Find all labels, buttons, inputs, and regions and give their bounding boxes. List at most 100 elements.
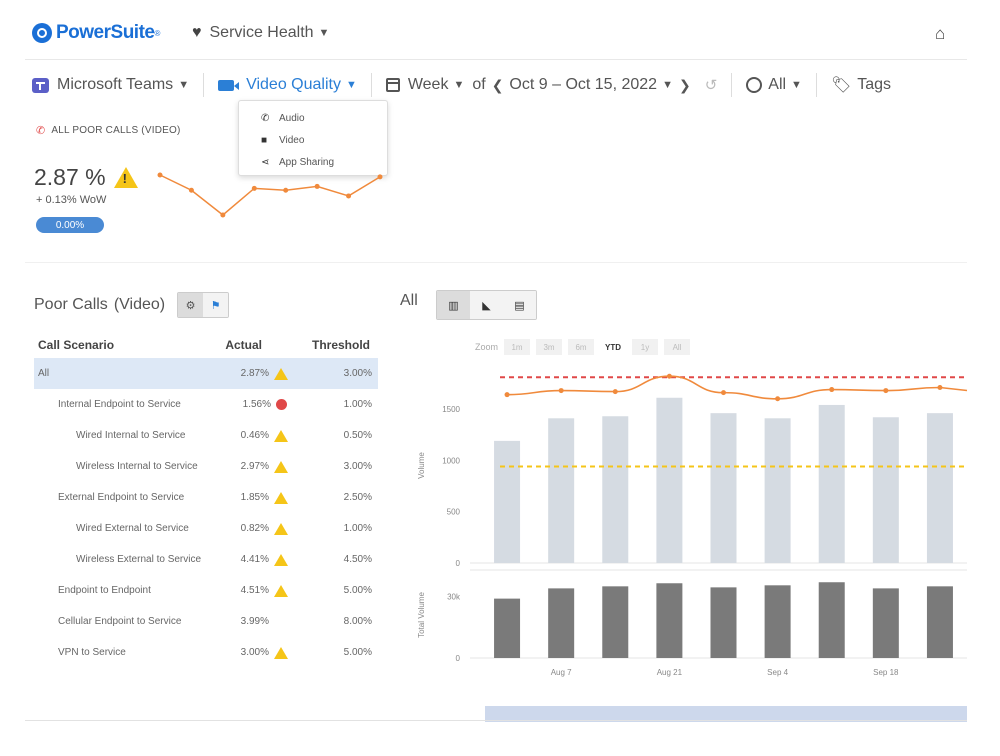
table-row[interactable]: Cellular Endpoint to Service 3.99% 8.00% xyxy=(34,606,378,637)
table-row[interactable]: Wireless Internal to Service 2.97% 3.00% xyxy=(34,451,378,482)
kpi-title: ✆ ALL POOR CALLS (VIDEO) xyxy=(36,124,181,137)
zoom-button[interactable]: 6m xyxy=(568,339,595,355)
column-header-actual[interactable]: Actual xyxy=(225,338,262,352)
warning-icon xyxy=(274,584,288,597)
section-divider xyxy=(25,262,967,263)
header-divider xyxy=(25,59,967,60)
total-volume-bar xyxy=(818,582,845,658)
poor-calls-title-text: Poor Calls xyxy=(34,296,108,313)
poor-calls-subtitle: (Video) xyxy=(113,296,166,313)
table-body: All 2.87% 3.00% Internal Endpoint to Servic… xyxy=(34,358,378,668)
service-health-dropdown[interactable]: ♥ Service Health ▼ xyxy=(192,24,329,42)
total-volume-bar xyxy=(872,588,899,658)
column-header-scenario[interactable]: Call Scenario xyxy=(38,338,115,352)
table-row[interactable]: Internal Endpoint to Service 1.56% 1.00% xyxy=(34,389,378,420)
scenario-cell: Wired External to Service xyxy=(76,523,189,534)
divider xyxy=(370,73,372,97)
date-range-label: Oct 9 – Oct 15, 2022 xyxy=(509,76,658,93)
table-row[interactable]: Endpoint to Endpoint 4.51% 5.00% xyxy=(34,575,378,606)
bar-chart-icon[interactable]: ▥ xyxy=(437,291,470,319)
threshold-cell: 5.00% xyxy=(343,585,372,596)
y-axis-label: Volume xyxy=(417,452,426,479)
table-row[interactable]: External Endpoint to Service 1.85% 2.50% xyxy=(34,482,378,513)
region-dropdown[interactable]: All ▼ xyxy=(746,76,802,94)
column-header-threshold[interactable]: Threshold xyxy=(311,338,370,352)
prev-week-button[interactable]: ❮ xyxy=(491,76,504,93)
share-icon: ⋖ xyxy=(261,156,270,168)
powersuite-logo[interactable]: PowerSuite ® xyxy=(32,22,160,44)
threshold-cell: 0.50% xyxy=(343,430,372,441)
zoom-button[interactable]: 1m xyxy=(504,339,531,355)
table-row[interactable]: All 2.87% 3.00% xyxy=(34,358,378,389)
globe-icon xyxy=(746,77,763,93)
table-row[interactable]: VPN to Service 3.00% 5.00% xyxy=(34,637,378,668)
actual-value: 0.82% xyxy=(240,523,269,534)
volume-bar xyxy=(494,440,521,563)
tags-button[interactable]: 🏷 Tags xyxy=(831,75,891,95)
sparkline-point xyxy=(251,185,257,191)
call-scenario-table: Call Scenario Actual Threshold All 2.87% 3… xyxy=(34,332,378,668)
actual-cell: 2.97% xyxy=(210,460,292,473)
menu-item-video[interactable]: ■ Video xyxy=(261,129,387,151)
total-volume-bar xyxy=(602,586,629,658)
scenario-cell: Endpoint to Endpoint xyxy=(58,585,151,596)
calendar-icon xyxy=(385,78,400,92)
home-icon[interactable]: ⌂ xyxy=(935,24,946,43)
total-volume-bar xyxy=(764,585,791,658)
date-range-dropdown[interactable]: Oct 9 – Oct 15, 2022 ▼ xyxy=(509,76,673,94)
zoom-button[interactable]: 1y xyxy=(632,339,659,355)
y2-axis-label: Total Volume xyxy=(417,592,426,638)
chevron-down-icon: ▼ xyxy=(453,79,465,91)
kpi-value-text: 2.87 % xyxy=(34,164,106,190)
threshold-cell: 2.50% xyxy=(343,492,372,503)
period-dropdown[interactable]: Week ▼ xyxy=(385,76,465,94)
quality-dropdown[interactable]: Video Quality ▼ xyxy=(218,76,357,94)
quality-menu: ✆ Audio ■ Video ⋖ App Sharing xyxy=(238,100,388,176)
top-bar: PowerSuite ® ♥ Service Health ▼ ⌂ xyxy=(0,0,1000,62)
footer-divider xyxy=(25,720,967,721)
table-row[interactable]: Wireless External to Service 4.41% 4.50% xyxy=(34,544,378,575)
history-icon[interactable]: ↺ xyxy=(704,77,718,94)
table-view-icon[interactable]: ▤ xyxy=(503,291,536,319)
divider xyxy=(203,73,205,97)
menu-item-app-sharing[interactable]: ⋖ App Sharing xyxy=(261,151,387,173)
chevron-down-icon: ▼ xyxy=(345,79,357,91)
sparkline-point xyxy=(157,172,163,178)
warning-icon xyxy=(274,553,288,566)
chevron-down-icon: ▼ xyxy=(318,27,330,39)
total-volume-bar xyxy=(710,587,737,658)
area-chart-icon[interactable]: ◣ xyxy=(470,291,503,319)
warning-icon xyxy=(274,491,288,504)
table-row[interactable]: Wired External to Service 0.82% 1.00% xyxy=(34,513,378,544)
volume-bar xyxy=(926,413,953,563)
poor-rate-point xyxy=(829,387,835,393)
kpi-badge[interactable]: 0.00% xyxy=(36,217,104,233)
next-week-button[interactable]: ❯ xyxy=(678,76,691,93)
warning-icon xyxy=(274,429,288,442)
heart-icon: ♥ xyxy=(192,24,202,41)
warning-icon xyxy=(274,522,288,535)
total-volume-bar xyxy=(926,586,953,658)
x-tick-label: Sep 18 xyxy=(873,668,899,677)
app-dropdown[interactable]: Microsoft Teams ▼ xyxy=(32,76,189,94)
actual-value: 2.97% xyxy=(240,461,269,472)
filter-bar: Microsoft Teams ▼ Video Quality ▼ Week ▼… xyxy=(32,72,891,98)
chart-navigator[interactable] xyxy=(485,706,967,722)
zoom-button[interactable]: All xyxy=(664,339,691,355)
tag-icon: 🏷 xyxy=(830,77,852,94)
kpi-value: 2.87 % xyxy=(34,164,138,191)
phone-icon: ✆ xyxy=(261,112,270,124)
zoom-button[interactable]: YTD xyxy=(600,339,627,355)
menu-item-label: Audio xyxy=(279,112,305,124)
actual-cell: 1.85% xyxy=(210,491,292,504)
zoom-button[interactable]: 3m xyxy=(536,339,563,355)
table-row[interactable]: Wired Internal to Service 0.46% 0.50% xyxy=(34,420,378,451)
service-health-label: Service Health xyxy=(209,24,314,41)
menu-item-audio[interactable]: ✆ Audio xyxy=(261,107,387,129)
actual-cell: 3.99% xyxy=(210,616,292,627)
actual-value: 1.56% xyxy=(242,399,271,410)
gear-icon[interactable]: ⚙ xyxy=(178,293,204,317)
period-label: Week xyxy=(407,76,449,93)
actual-cell: 3.00% xyxy=(210,646,292,659)
flag-icon[interactable]: ⚑ xyxy=(203,293,229,317)
